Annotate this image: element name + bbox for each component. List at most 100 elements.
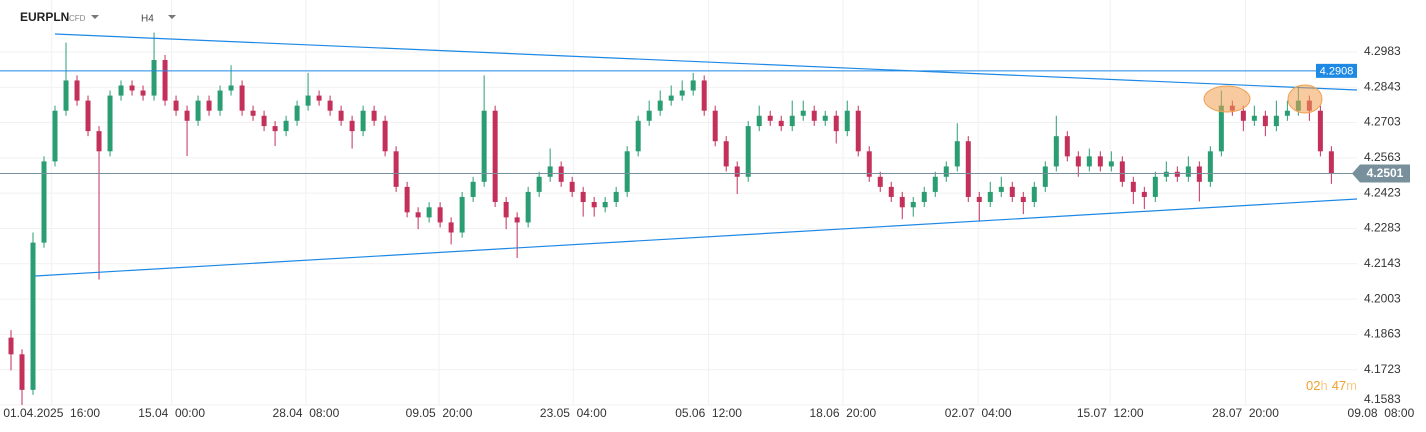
candle-body	[52, 110, 58, 162]
candle-body	[976, 196, 982, 202]
candle-body	[613, 191, 619, 202]
candle-body	[1317, 110, 1323, 152]
candle-body	[1086, 156, 1092, 167]
candle-body	[1185, 166, 1191, 177]
candle-body	[998, 186, 1004, 192]
candle-body	[712, 110, 718, 142]
candle-body	[294, 105, 300, 121]
candle-body	[965, 141, 971, 197]
candle-body	[679, 90, 685, 96]
candle-body	[360, 110, 366, 132]
candle-body	[1174, 171, 1180, 177]
candle-body	[569, 181, 575, 192]
candle-body	[1075, 156, 1081, 167]
candle-body	[602, 201, 608, 208]
y-tick-label: 4.2423	[1364, 185, 1401, 199]
candle-body	[63, 80, 69, 111]
candle-body	[184, 110, 190, 121]
candle-body	[492, 110, 498, 202]
candle-body	[1163, 171, 1169, 177]
highlight	[1203, 85, 1251, 113]
y-tick-label: 4.2283	[1364, 221, 1401, 235]
candle-body	[41, 161, 47, 243]
candle-body	[228, 85, 234, 91]
timeframe[interactable]: H4	[141, 14, 154, 25]
candle-body	[932, 176, 938, 192]
candle-body	[393, 151, 399, 187]
symbol[interactable]: EURPLN	[20, 10, 69, 24]
dropdown-arrow[interactable]	[168, 15, 176, 19]
candle-body	[1053, 136, 1059, 167]
candle-body	[250, 110, 256, 116]
y-tick-label: 4.2983	[1364, 44, 1401, 58]
y-tick-label: 4.1583	[1364, 392, 1401, 406]
candle-body	[415, 212, 421, 218]
candle-body	[910, 201, 916, 208]
candle-body	[206, 100, 212, 111]
candle-body	[85, 100, 91, 132]
candle-body	[866, 151, 872, 177]
candle-body	[1097, 156, 1103, 167]
candle-body	[19, 354, 25, 390]
y-tick-label: 4.1863	[1364, 327, 1401, 341]
countdown-hours: 02	[1306, 378, 1320, 393]
candle-body	[646, 110, 652, 121]
candle-body	[1218, 105, 1224, 152]
candle-body	[162, 60, 168, 101]
x-tick-label: 02.07 04:00	[945, 406, 1012, 420]
candle-body	[668, 95, 674, 101]
candle-body	[8, 337, 14, 355]
candle-body	[558, 166, 564, 182]
candle-body	[327, 100, 333, 111]
highlight	[1287, 84, 1323, 114]
x-tick-label: 28.07 20:00	[1212, 406, 1279, 420]
candle-body	[173, 100, 179, 111]
candle-body	[338, 110, 344, 121]
x-tick-label: 15.04 00:00	[138, 406, 205, 420]
candle-body	[1196, 166, 1202, 182]
candle-body	[30, 242, 36, 390]
y-tick-label: 4.2703	[1364, 115, 1401, 129]
candle-body	[195, 100, 201, 121]
price-tag-label: 4.2908	[1320, 65, 1354, 77]
grid	[0, 0, 1357, 406]
trendline-lower	[34, 198, 1358, 277]
x-tick-label: 28.04 08:00	[273, 406, 340, 420]
candle-body	[316, 95, 322, 101]
dropdown-arrow[interactable]	[91, 15, 99, 19]
candle-body	[283, 120, 289, 132]
candle-body	[789, 115, 795, 127]
y-tick-label: 4.2843	[1364, 79, 1401, 93]
x-tick-label: 23.05 04:00	[540, 406, 607, 420]
candle-body	[877, 176, 883, 187]
candle-body	[954, 141, 960, 167]
candle-body	[459, 196, 465, 233]
candle-body	[426, 207, 432, 218]
countdown-unit: h	[1320, 378, 1327, 393]
countdown-minutes: 47	[1332, 378, 1346, 393]
x-tick-label: 01.04.2025 16:00	[3, 406, 100, 420]
candle-body	[514, 217, 520, 223]
candle-body	[305, 95, 311, 106]
y-tick-label: 4.1723	[1364, 362, 1401, 376]
price-tag	[1352, 164, 1410, 183]
candle-body	[844, 110, 850, 132]
candle-body	[1064, 136, 1070, 157]
candle-body	[129, 85, 135, 91]
candle-body	[811, 110, 817, 121]
candle-body	[580, 191, 586, 202]
candle-body	[899, 196, 905, 208]
x-tick-label: 09.05 20:00	[406, 406, 473, 420]
candle-body	[767, 115, 773, 121]
candle-body	[1262, 115, 1268, 127]
candle-body	[987, 191, 993, 202]
candle-body	[96, 131, 102, 152]
candle-body	[1119, 161, 1125, 182]
candle-body	[1284, 110, 1290, 116]
candle-body	[140, 90, 146, 96]
candle-body	[833, 115, 839, 132]
candle-body	[217, 90, 223, 111]
candle-body	[1152, 176, 1158, 197]
